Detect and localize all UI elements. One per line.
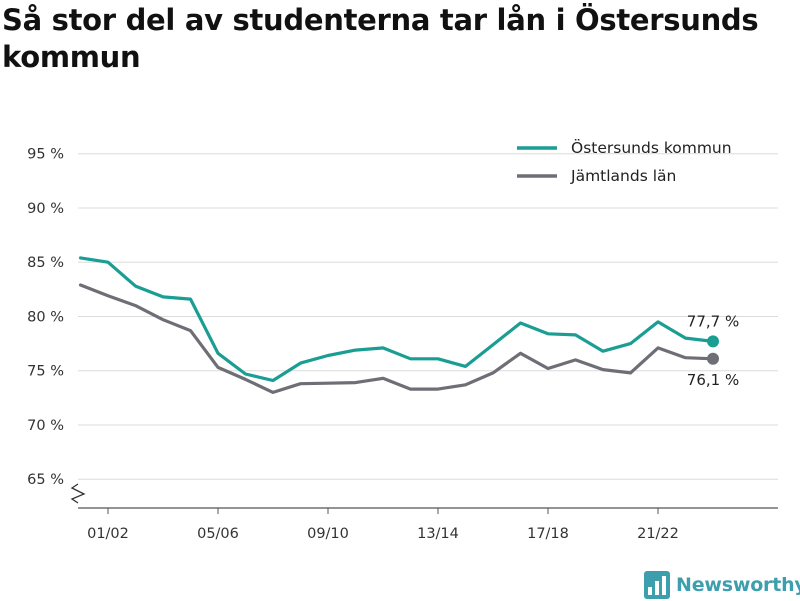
bar-chart-icon [644,571,670,599]
x-tick-label: 09/10 [307,526,349,542]
newsworthy-logo: Newsworthy [644,569,800,601]
y-tick-label: 65 % [27,472,64,488]
brand-name: Newsworthy [676,574,800,596]
chart-title: Så stor del av studenterna tar lån i Öst… [2,3,759,74]
axis-break-icon [70,483,86,504]
x-tick-label: 01/02 [87,526,129,542]
legend-label: Jämtlands län [570,167,676,185]
series-lines [78,256,715,394]
x-axis: 01/02 05/06 09/10 13/14 17/18 21/22 [70,483,778,542]
x-tick-label: 21/22 [637,526,679,542]
y-tick-label: 85 % [27,255,64,271]
series-line [78,256,715,383]
end-labels: 77,7 % 76,1 % [687,312,739,388]
grid [78,153,778,480]
x-tick-label: 13/14 [417,526,459,542]
y-tick-label: 90 % [27,201,64,217]
end-value-label: 77,7 % [687,312,739,330]
y-axis-ticks: 65 % 70 % 75 % 80 % 85 % 90 % 95 % [27,147,64,489]
end-value-label: 76,1 % [687,371,739,389]
end-point-marker [707,352,719,365]
x-tick-label: 05/06 [197,526,239,542]
y-tick-label: 80 % [27,309,64,325]
legend: Östersunds kommun Jämtlands län [517,138,732,185]
series-line [78,283,715,394]
end-point-marker [707,335,719,348]
legend-label: Östersunds kommun [571,138,732,157]
y-tick-label: 95 % [27,147,64,163]
y-tick-label: 70 % [27,418,64,434]
x-tick-label: 17/18 [527,526,569,542]
y-tick-label: 75 % [27,364,64,380]
